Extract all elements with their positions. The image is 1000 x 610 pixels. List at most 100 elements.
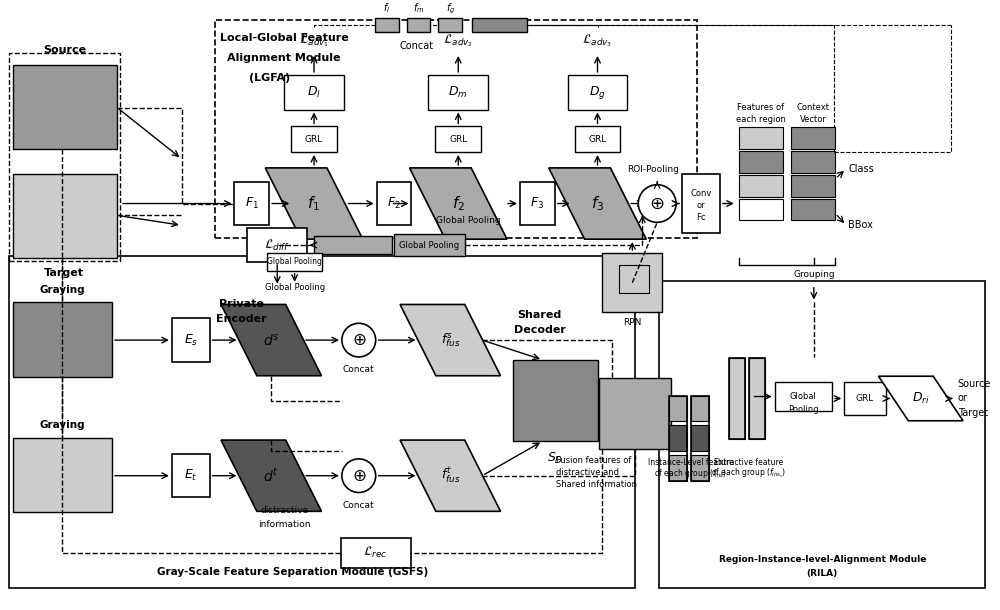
Text: Source: Source	[958, 379, 991, 389]
Text: $\mathcal{L}_{adv_1}$: $\mathcal{L}_{adv_1}$	[299, 32, 329, 49]
Bar	[172, 318, 210, 362]
Bar	[691, 395, 709, 481]
Circle shape	[342, 459, 376, 492]
Polygon shape	[221, 440, 321, 511]
Polygon shape	[221, 304, 321, 376]
Text: or: or	[958, 393, 967, 403]
Bar	[669, 395, 687, 422]
Polygon shape	[549, 168, 646, 239]
Text: $F_3$: $F_3$	[530, 196, 544, 211]
Text: Vector: Vector	[800, 115, 827, 124]
Text: Graying: Graying	[40, 420, 85, 430]
Text: Concat: Concat	[399, 41, 434, 51]
Text: Grouping: Grouping	[793, 270, 835, 279]
Text: $d^s$: $d^s$	[263, 332, 280, 348]
Text: $d^t$: $d^t$	[263, 467, 279, 484]
Bar	[9, 256, 635, 587]
Text: $f_3$: $f_3$	[591, 194, 604, 213]
Bar	[13, 65, 117, 149]
Text: Private: Private	[219, 300, 264, 309]
Bar	[13, 303, 112, 377]
Text: RPN: RPN	[623, 318, 642, 327]
Text: distractive: distractive	[260, 506, 308, 515]
Text: Extractive feature: Extractive feature	[714, 458, 783, 467]
Text: $D_{ri}$: $D_{ri}$	[912, 391, 930, 406]
Bar	[682, 174, 720, 233]
Bar	[602, 253, 662, 312]
Text: GRL: GRL	[305, 135, 323, 144]
Bar	[619, 265, 649, 293]
Text: Concat: Concat	[343, 501, 375, 510]
Bar	[575, 126, 620, 152]
Bar	[172, 454, 210, 498]
Bar	[267, 253, 322, 271]
Text: (RILA): (RILA)	[807, 569, 838, 578]
Bar	[739, 199, 783, 220]
Text: Shared: Shared	[518, 310, 562, 320]
Text: of each group ($f_{ins}$): of each group ($f_{ins}$)	[654, 467, 728, 480]
Text: $F_2$: $F_2$	[387, 196, 401, 211]
Text: Conv: Conv	[690, 189, 712, 198]
Text: Source: Source	[43, 45, 86, 55]
Text: GRL: GRL	[856, 394, 874, 403]
Text: $S_D$: $S_D$	[547, 451, 563, 467]
Bar	[435, 126, 481, 152]
Bar	[691, 455, 709, 481]
Circle shape	[638, 185, 676, 222]
Bar	[291, 126, 337, 152]
Bar	[691, 425, 709, 451]
Bar	[739, 127, 783, 149]
Bar	[739, 175, 783, 196]
Text: $D_m$: $D_m$	[448, 85, 468, 99]
Text: Fusion features of: Fusion features of	[556, 456, 631, 465]
Bar	[568, 75, 627, 110]
Bar	[749, 358, 765, 439]
Bar	[669, 395, 687, 481]
Text: of each group ($f_{ins_s}$): of each group ($f_{ins_s}$)	[711, 467, 786, 481]
Bar	[599, 378, 671, 449]
Text: $f_g$: $f_g$	[446, 1, 455, 16]
Bar	[729, 358, 745, 439]
Bar	[13, 174, 117, 258]
Bar	[377, 182, 411, 225]
Bar	[428, 75, 488, 110]
Text: Pooling: Pooling	[788, 405, 819, 414]
Text: Features of: Features of	[737, 103, 784, 112]
Bar	[669, 425, 687, 451]
Bar	[407, 18, 430, 32]
Text: $F_1$: $F_1$	[245, 196, 259, 211]
Polygon shape	[410, 168, 507, 239]
Text: Graying: Graying	[40, 285, 85, 295]
Text: $\mathcal{L}_{diff}$: $\mathcal{L}_{diff}$	[264, 237, 290, 253]
Text: Fc: Fc	[696, 213, 706, 222]
Text: (LGFA): (LGFA)	[249, 73, 290, 83]
Bar	[215, 20, 697, 238]
Text: $D_g$: $D_g$	[589, 84, 606, 101]
Text: ROI-Pooling: ROI-Pooling	[627, 165, 679, 174]
Text: distractive and: distractive and	[556, 468, 619, 477]
Text: Gray-Scale Feature Separation Module (GSFS): Gray-Scale Feature Separation Module (GS…	[157, 567, 428, 576]
Bar	[749, 358, 765, 439]
Bar	[341, 538, 411, 568]
Text: $\mathcal{L}_{rec}$: $\mathcal{L}_{rec}$	[363, 545, 388, 561]
Text: Alignment Module: Alignment Module	[227, 53, 341, 63]
Text: Global Pooling: Global Pooling	[267, 257, 322, 267]
Text: $f_{fus}^s$: $f_{fus}^s$	[441, 331, 460, 349]
Text: $\oplus$: $\oplus$	[352, 467, 366, 485]
Text: Shared information: Shared information	[556, 480, 637, 489]
Text: GRL: GRL	[588, 135, 607, 144]
Bar	[375, 18, 399, 32]
Bar	[691, 395, 709, 422]
Polygon shape	[879, 376, 963, 421]
Text: GRL: GRL	[449, 135, 467, 144]
Text: Decoder: Decoder	[514, 325, 566, 336]
Polygon shape	[400, 440, 501, 511]
Text: BBox: BBox	[848, 220, 873, 231]
Bar	[13, 438, 112, 512]
Circle shape	[342, 323, 376, 357]
Text: Global Pooling: Global Pooling	[436, 216, 501, 225]
Text: information: information	[258, 520, 310, 529]
Text: each region: each region	[736, 115, 786, 124]
Bar	[791, 127, 835, 149]
Text: Global: Global	[790, 392, 817, 401]
